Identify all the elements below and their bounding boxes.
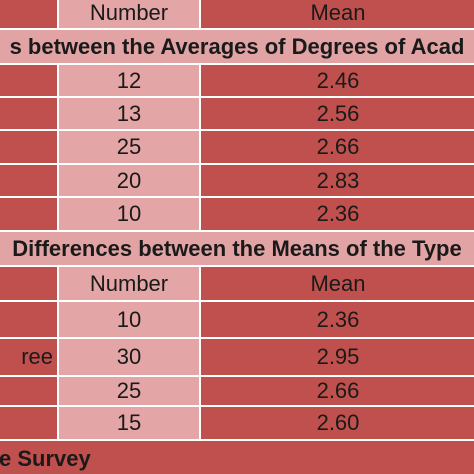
row-mean: 2.83 — [201, 165, 474, 196]
footer: e Survey — [0, 441, 474, 474]
row-number-text: 10 — [116, 306, 142, 332]
row-number: 25 — [59, 377, 199, 405]
header-mean-text: Mean — [310, 270, 366, 296]
header-label — [0, 0, 57, 28]
row-label — [0, 165, 57, 196]
row-mean: 2.56 — [201, 98, 474, 129]
row-mean-text: 2.83 — [316, 167, 360, 193]
row-number: 20 — [59, 165, 199, 196]
row-mean-text: 2.46 — [316, 67, 360, 93]
row-label — [0, 377, 57, 405]
row-mean: 2.60 — [201, 407, 474, 439]
row-number: 25 — [59, 131, 199, 163]
row-number: 30 — [59, 339, 199, 375]
header-mean: Mean — [201, 267, 474, 300]
row-number-text: 30 — [116, 344, 142, 369]
header-number-text: Number — [89, 270, 169, 296]
section-title-text: Differences between the Means of the Typ… — [12, 235, 462, 261]
row-number-text: 20 — [116, 167, 142, 193]
header-number-text: Number — [89, 0, 169, 25]
row-label — [0, 98, 57, 129]
row-number: 12 — [59, 65, 199, 96]
row-number-text: 13 — [116, 100, 142, 126]
row-mean-text: 2.66 — [316, 378, 360, 403]
header-mean-text: Mean — [310, 0, 366, 25]
row-mean-text: 2.66 — [316, 134, 360, 159]
row-label — [0, 198, 57, 230]
header-label — [0, 267, 57, 300]
row-number: 10 — [59, 198, 199, 230]
row-mean-text: 2.56 — [316, 100, 360, 126]
row-label — [0, 131, 57, 163]
row-label — [0, 302, 57, 337]
footer-text: e Survey — [0, 446, 91, 471]
header-number: Number — [59, 0, 199, 28]
row-label — [0, 407, 57, 439]
row-mean-text: 2.36 — [316, 306, 360, 332]
row-mean-text: 2.60 — [316, 410, 360, 435]
row-mean: 2.46 — [201, 65, 474, 96]
row-number-text: 25 — [116, 134, 142, 159]
section-title: Differences between the Means of the Typ… — [0, 232, 474, 265]
row-mean-text: 2.95 — [316, 344, 360, 369]
row-mean: 2.36 — [201, 198, 474, 230]
row-mean: 2.66 — [201, 131, 474, 163]
row-label — [0, 65, 57, 96]
row-mean: 2.36 — [201, 302, 474, 337]
row-number-text: 25 — [116, 378, 142, 403]
section-title: s between the Averages of Degrees of Aca… — [0, 30, 474, 63]
row-number-text: 15 — [116, 410, 142, 435]
section-title-text: s between the Averages of Degrees of Aca… — [9, 33, 465, 59]
row-number-text: 10 — [116, 201, 142, 226]
row-number: 13 — [59, 98, 199, 129]
header-number: Number — [59, 267, 199, 300]
row-label: ree — [0, 339, 57, 375]
row-mean: 2.66 — [201, 377, 474, 405]
row-mean: 2.95 — [201, 339, 474, 375]
row-mean-text: 2.36 — [316, 201, 360, 226]
row-number-text: 12 — [116, 67, 142, 93]
row-number: 15 — [59, 407, 199, 439]
header-mean: Mean — [201, 0, 474, 28]
row-number: 10 — [59, 302, 199, 337]
row-label-text: ree — [21, 344, 53, 369]
